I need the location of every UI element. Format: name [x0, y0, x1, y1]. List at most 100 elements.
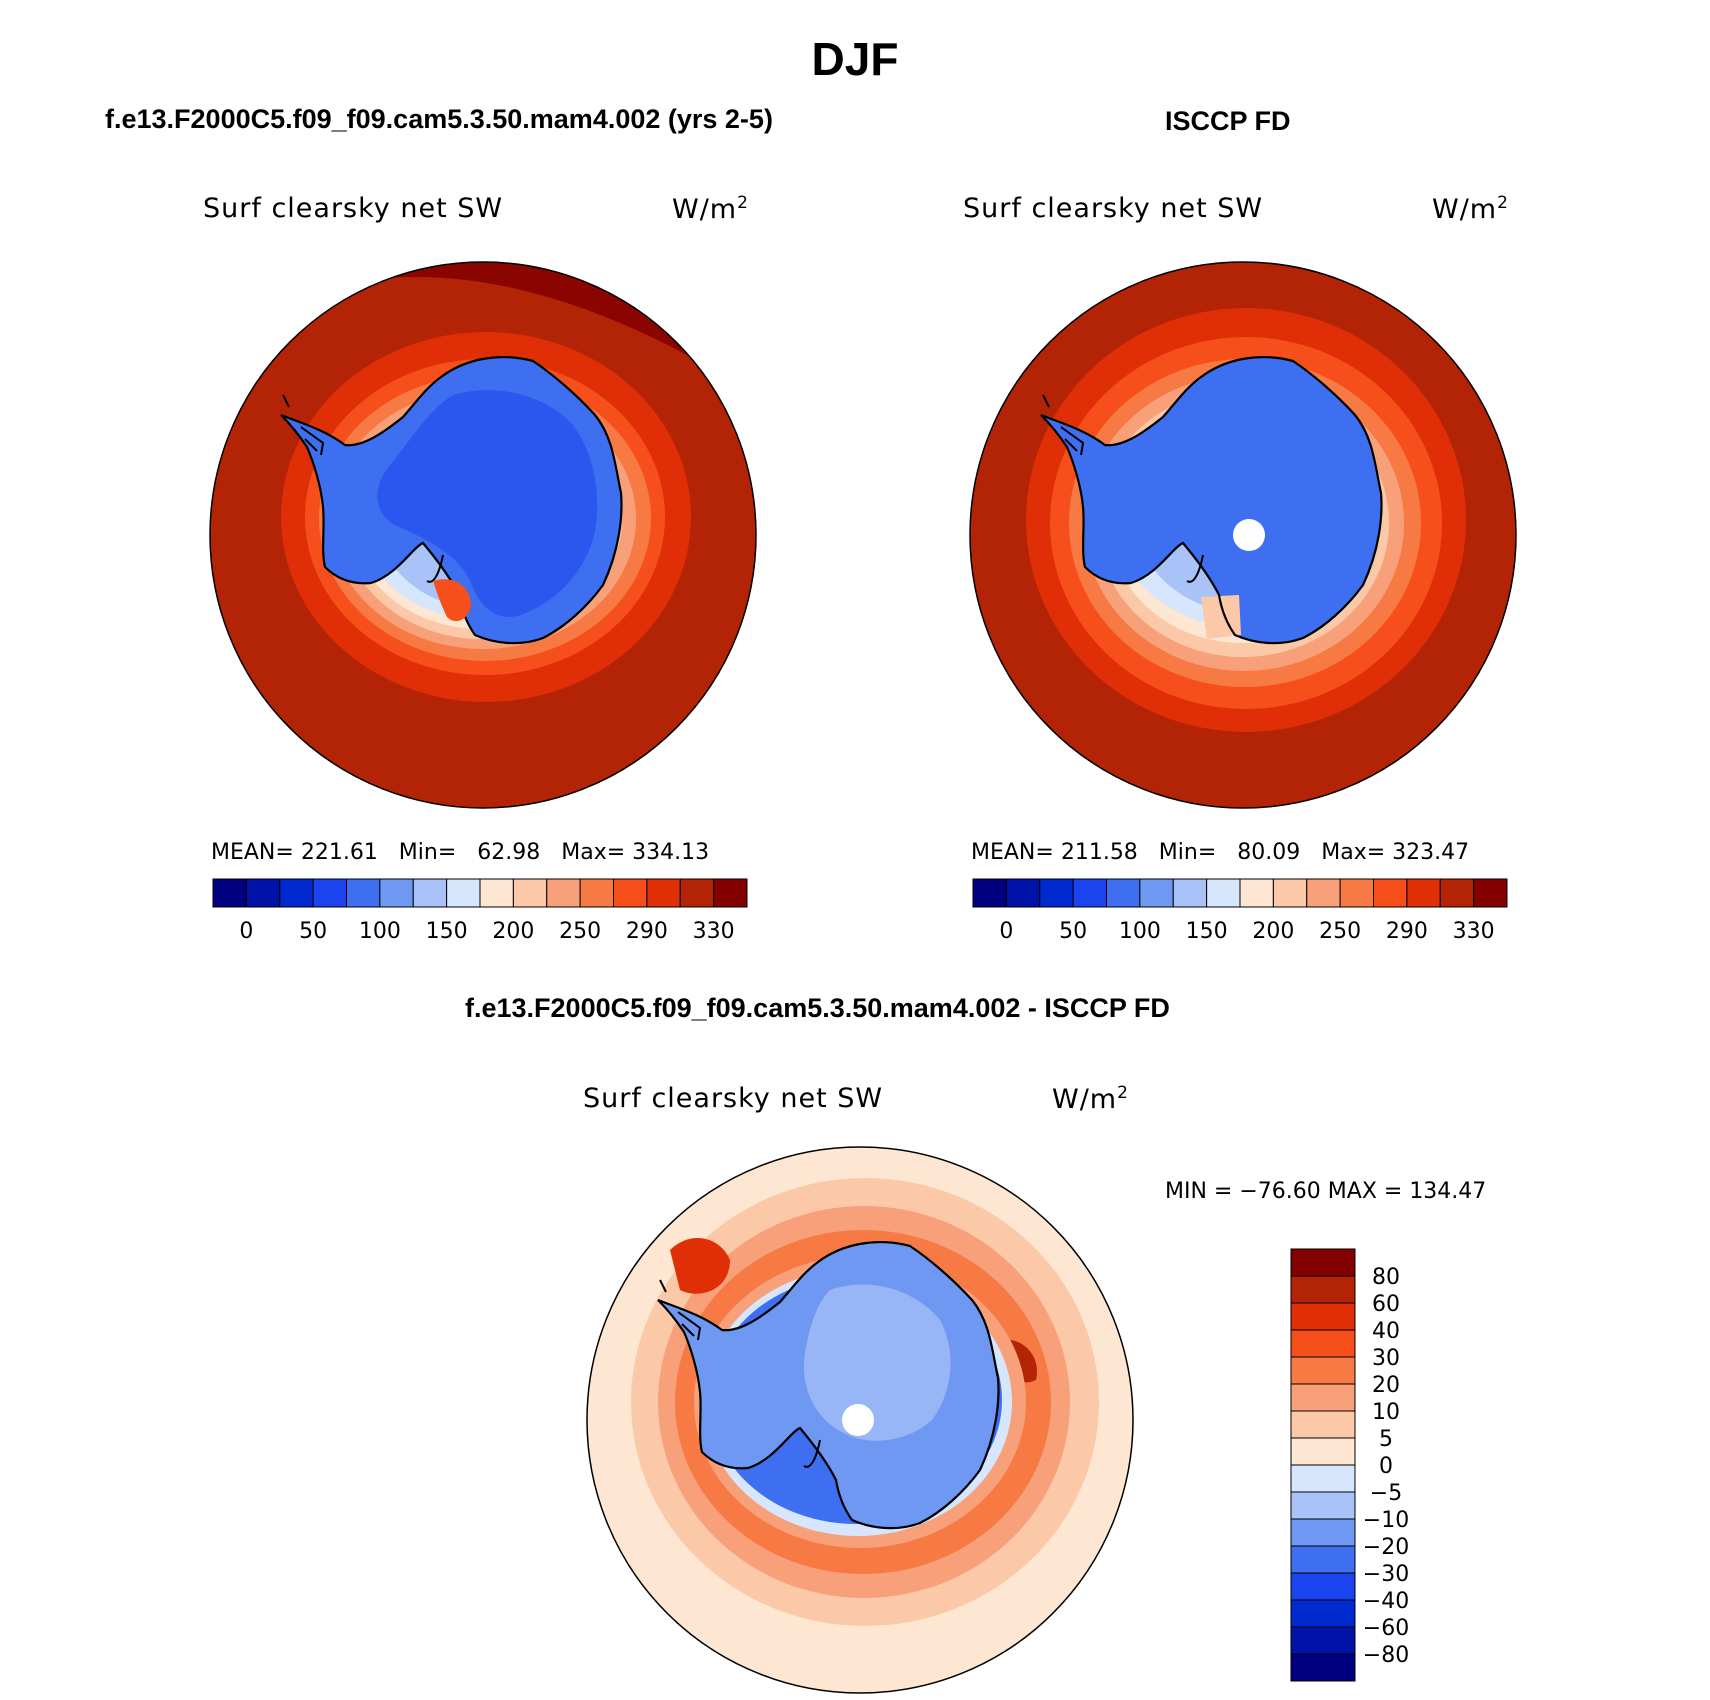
colorbar-tick-label: 100 — [359, 919, 401, 944]
colorbar-swatch — [1290, 1653, 1356, 1682]
colorbar-tick-label: 80 — [1372, 1265, 1400, 1290]
colorbar-swatch — [1406, 878, 1441, 908]
model-colorbar: 0 50 100 150 200 250 290 330 — [212, 878, 748, 944]
coastline — [1040, 355, 1383, 645]
colorbar-swatch — [1139, 878, 1174, 908]
colorbar-tick-label: −30 — [1363, 1562, 1409, 1587]
colorbar-tick-label: 200 — [1252, 919, 1294, 944]
colorbar-swatch — [1290, 1383, 1356, 1412]
coastline-islands — [282, 394, 444, 583]
coastline — [280, 355, 623, 645]
colorbar-swatch — [1290, 1626, 1356, 1655]
colorbar-tick-label: 250 — [559, 919, 601, 944]
diff-case-title: f.e13.F2000C5.f09_f09.cam5.3.50.mam4.002… — [465, 993, 1170, 1023]
colorbar-swatch — [1306, 878, 1341, 908]
pole-hole — [842, 1404, 874, 1436]
colorbar-swatch — [412, 878, 448, 908]
colorbar-tick-label: 150 — [426, 919, 468, 944]
coastline — [657, 1240, 1000, 1530]
colorbar-tick-label: 250 — [1319, 919, 1361, 944]
colorbar-tick-label: 0 — [999, 919, 1013, 944]
colorbar-swatch — [1290, 1464, 1356, 1493]
obs-stats: MEAN= 211.58 Min= 80.09 Max= 323.47 — [971, 840, 1470, 865]
colorbar-tick-label: 0 — [239, 919, 253, 944]
colorbar-swatch — [1290, 1437, 1356, 1466]
colorbar-tick-label: −80 — [1363, 1643, 1409, 1668]
coastline-islands — [1042, 394, 1204, 583]
colorbar-tick-label: 60 — [1372, 1292, 1400, 1317]
model-polar-map — [209, 261, 757, 809]
colorbar-swatch — [245, 878, 281, 908]
colorbar-swatch — [579, 878, 614, 908]
colorbar-tick-label: 0 — [1379, 1454, 1393, 1479]
colorbar-swatch — [646, 878, 681, 908]
colorbar-tick-label: −40 — [1363, 1589, 1409, 1614]
colorbar-swatch — [1290, 1599, 1356, 1628]
colorbar-swatch — [1239, 878, 1274, 908]
pole-hole — [1233, 519, 1265, 551]
colorbar-tick-label: 30 — [1372, 1346, 1400, 1371]
ross-sea-warm-patch — [433, 579, 471, 622]
model-variable-label: Surf clearsky net SW — [203, 193, 504, 224]
obs-colorbar: 0 50 100 150 200 250 290 330 — [972, 878, 1508, 944]
colorbar-swatch — [1373, 878, 1408, 908]
colorbar-swatch — [1290, 1491, 1356, 1520]
colorbar-tick-label: 100 — [1119, 919, 1161, 944]
colorbar-tick-label: 40 — [1372, 1319, 1400, 1344]
antarctic-ice — [1041, 357, 1382, 644]
colorbar-swatch — [479, 878, 514, 908]
warm-blob-west — [670, 1237, 730, 1294]
colorbar-swatch — [1072, 878, 1107, 908]
colorbar-swatch — [1206, 878, 1241, 908]
colorbar-tick-label: 20 — [1372, 1373, 1400, 1398]
obs-polar-map — [969, 261, 1517, 809]
colorbar-tick-label: −20 — [1363, 1535, 1409, 1560]
ice-interior-shade — [377, 390, 598, 617]
colorbar-tick-label: 50 — [1059, 919, 1087, 944]
colorbar-swatch — [1106, 878, 1141, 908]
colorbar-swatch — [713, 878, 748, 908]
colorbar-swatch — [972, 878, 1007, 908]
colorbar-swatch — [1039, 878, 1074, 908]
map-border — [209, 261, 757, 809]
colorbar-swatch — [613, 878, 648, 908]
colorbar-swatch — [1290, 1410, 1356, 1439]
colorbar-tick-label: 10 — [1372, 1400, 1400, 1425]
colorbar-swatch — [1290, 1302, 1356, 1331]
colorbar-tick-label: 150 — [1186, 919, 1228, 944]
colorbar-swatch — [1290, 1356, 1356, 1385]
colorbar-swatch — [1290, 1248, 1356, 1277]
colorbar-tick-label: 330 — [1453, 919, 1495, 944]
colorbar-swatch — [1339, 878, 1374, 908]
obs-case-title: ISCCP FD — [1165, 106, 1291, 136]
colorbar-tick-label: −60 — [1363, 1616, 1409, 1641]
colorbar-tick-label: 5 — [1379, 1427, 1393, 1452]
colorbar-swatch — [512, 878, 548, 908]
colorbar-swatch — [1290, 1572, 1356, 1601]
colorbar-swatch — [1272, 878, 1308, 908]
ice-interior-light — [803, 1284, 951, 1441]
colorbar-tick-label: 200 — [492, 919, 534, 944]
colorbar-swatch — [1473, 878, 1508, 908]
colorbar-swatch — [1290, 1275, 1356, 1304]
obs-units-label: W/m2 — [1432, 193, 1509, 225]
diff-stats: MIN = −76.60 MAX = 134.47 — [1165, 1179, 1487, 1204]
colorbar-swatch — [212, 878, 247, 908]
colorbar-tick-label: 290 — [626, 919, 668, 944]
colorbar-swatch — [379, 878, 414, 908]
model-stats: MEAN= 221.61 Min= 62.98 Max= 334.13 — [211, 840, 710, 865]
colorbar-swatch — [1439, 878, 1475, 908]
page-title: DJF — [811, 33, 899, 85]
model-case-title: f.e13.F2000C5.f09_f09.cam5.3.50.mam4.002… — [105, 104, 773, 134]
colorbar-tick-label: 330 — [693, 919, 735, 944]
colorbar-tick-label: −5 — [1370, 1481, 1402, 1506]
colorbar-tick-label: 290 — [1386, 919, 1428, 944]
coastline-islands — [659, 1279, 821, 1468]
colorbar-tick-label: 50 — [299, 919, 327, 944]
colorbar-swatch — [546, 878, 581, 908]
colorbar-swatch — [312, 878, 347, 908]
colorbar-swatch — [679, 878, 715, 908]
colorbar-swatch — [1290, 1518, 1356, 1547]
colorbar-swatch — [446, 878, 481, 908]
